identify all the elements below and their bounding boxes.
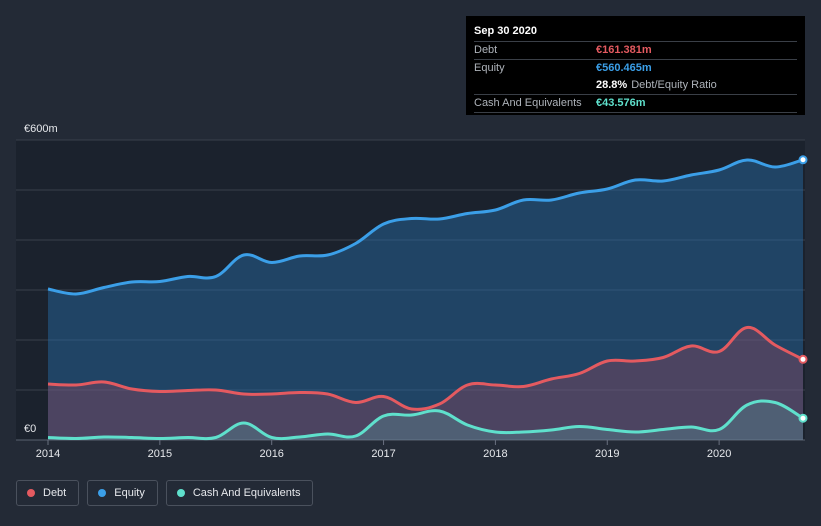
tooltip-cash-row: Cash And Equivalents €43.576m [474, 94, 797, 113]
x-tick-label: 2018 [483, 448, 507, 460]
tooltip-debt-label: Debt [474, 44, 498, 56]
x-tick-label: 2020 [707, 448, 731, 460]
tooltip-debt-value: €161.381m [596, 44, 652, 56]
tooltip-ratio-row: 28.8% Debt/Equity Ratio [474, 77, 797, 94]
tooltip-equity-label: Equity [474, 62, 505, 74]
tooltip-equity-row: Equity €560.465m [474, 59, 797, 77]
x-tick-label: 2014 [36, 448, 60, 460]
chart-legend: Debt Equity Cash And Equivalents [16, 480, 314, 506]
chart-tooltip: Sep 30 2020 Debt €161.381m Equity €560.4… [466, 16, 805, 115]
cash-and-equivalents-line [47, 399, 804, 441]
tooltip-cash-label: Cash And Equivalents [474, 97, 582, 109]
legend-item-equity[interactable]: Equity [87, 480, 158, 506]
tooltip-cash-value: €43.576m [596, 97, 646, 109]
legend-item-cash[interactable]: Cash And Equivalents [165, 480, 314, 506]
legend-item-debt[interactable]: Debt [16, 480, 80, 506]
x-tick-label: 2016 [259, 448, 283, 460]
debt-endpoint [798, 354, 808, 364]
debt-line [47, 325, 804, 411]
y-axis-top-label: €600m [24, 123, 58, 135]
equity-line [47, 158, 804, 296]
tooltip-equity-value: €560.465m [596, 62, 652, 74]
equity-endpoint [798, 155, 808, 165]
x-axis-ticks: 2014 2015 2016 2017 2018 2019 2020 [36, 440, 731, 460]
series-lines [47, 158, 804, 441]
legend-cash-label: Cash And Equivalents [192, 487, 301, 499]
tooltip-ratio-value: 28.8% [596, 79, 628, 91]
legend-equity-label: Equity [114, 487, 145, 499]
series-endpoints [798, 155, 808, 423]
debt-area [48, 327, 803, 440]
x-tick-label: 2015 [148, 448, 172, 460]
cash-and-equivalents-endpoint [798, 413, 808, 423]
legend-debt-label: Debt [43, 487, 67, 499]
x-tick-label: 2019 [595, 448, 619, 460]
tooltip-ratio-desc: Debt/Equity Ratio [631, 79, 717, 91]
cash-dot-icon [176, 489, 185, 497]
series-areas [48, 159, 803, 440]
debt-dot-icon [27, 489, 35, 497]
tooltip-date: Sep 30 2020 [474, 25, 537, 37]
y-axis-bottom-label: €0 [24, 423, 36, 435]
equity-dot-icon [98, 489, 107, 497]
equity-area [48, 159, 803, 440]
cash-and-equivalents-area [48, 400, 803, 440]
tooltip-debt-row: Debt €161.381m [474, 41, 797, 59]
x-tick-label: 2017 [371, 448, 395, 460]
